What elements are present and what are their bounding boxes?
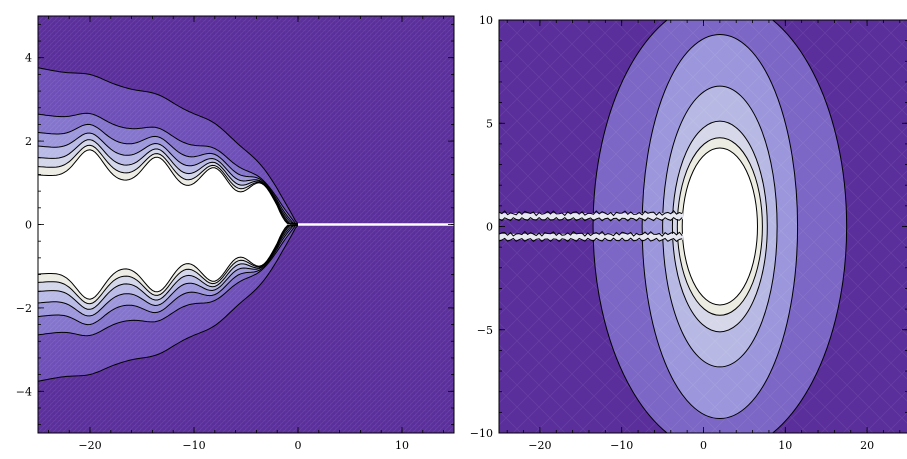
- right-xtick-label: −20: [528, 439, 551, 452]
- slit-fill: [499, 213, 684, 220]
- right-xtick-label: 0: [700, 439, 707, 452]
- mesh-overlay: [499, 20, 907, 433]
- right-xtick-label: −10: [610, 439, 633, 452]
- left-ytick-label: −4: [16, 385, 32, 398]
- slit-edge: [499, 216, 683, 222]
- ellipse-contour: [592, 20, 848, 433]
- ellipse-contour: [681, 147, 758, 306]
- slit-edge: [499, 230, 683, 237]
- ellipse-contour: [676, 137, 763, 316]
- left-plot-area: [38, 16, 454, 433]
- right-xtick-label: 20: [860, 439, 874, 452]
- left-xtick-label: −10: [182, 439, 205, 452]
- ellipse-contour: [671, 120, 768, 333]
- slit-fill: [499, 233, 684, 240]
- right-contour-plot: −20 −10 0 10 20 −10 −5 0 5 10: [470, 14, 907, 452]
- left-xtick-label: 10: [395, 439, 409, 452]
- left-ytick-label: 0: [25, 219, 32, 232]
- ellipse-contour: [641, 33, 799, 420]
- left-xtick-label: 0: [295, 439, 302, 452]
- left-xtick-label: −20: [78, 439, 101, 452]
- ellipse-contour: [662, 85, 778, 368]
- slit-edge: [499, 237, 683, 243]
- slit-edge: [499, 210, 683, 217]
- right-ytick-label: 5: [486, 117, 493, 130]
- right-plot-area: [499, 20, 907, 433]
- left-ytick-label: −2: [16, 302, 32, 315]
- right-ytick-label: 10: [479, 14, 493, 27]
- right-xtick-label: 10: [778, 439, 792, 452]
- right-ytick-label: −5: [477, 324, 493, 337]
- right-ytick-label: 0: [486, 221, 493, 234]
- left-ytick-label: 2: [25, 135, 32, 148]
- right-ytick-label: −10: [470, 427, 493, 440]
- left-ytick-label: 4: [25, 52, 32, 65]
